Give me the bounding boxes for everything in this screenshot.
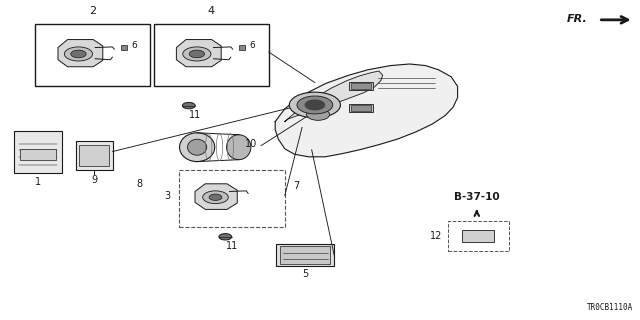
Text: FR.: FR. <box>567 14 588 24</box>
Bar <box>349 104 373 112</box>
Circle shape <box>182 102 195 109</box>
Bar <box>280 246 330 264</box>
Circle shape <box>289 92 340 118</box>
Bar <box>351 105 371 111</box>
Circle shape <box>307 109 330 120</box>
Text: 10: 10 <box>245 139 258 149</box>
Ellipse shape <box>227 135 251 160</box>
Polygon shape <box>177 40 221 67</box>
Polygon shape <box>58 40 103 67</box>
Polygon shape <box>285 71 383 122</box>
Bar <box>179 170 285 227</box>
Text: 6: 6 <box>250 41 255 50</box>
Bar <box>349 82 373 90</box>
Text: TR0CB1110A: TR0CB1110A <box>588 303 634 312</box>
Text: B-37-10: B-37-10 <box>454 192 500 202</box>
Circle shape <box>183 47 211 61</box>
Text: 9: 9 <box>91 175 97 185</box>
Text: 6: 6 <box>131 41 137 50</box>
Text: 4: 4 <box>207 6 215 16</box>
Text: 11: 11 <box>189 109 202 120</box>
Bar <box>14 131 62 173</box>
Bar <box>448 221 509 251</box>
Circle shape <box>71 50 86 58</box>
Text: 11: 11 <box>225 241 238 252</box>
Bar <box>154 24 269 86</box>
Polygon shape <box>195 184 237 209</box>
Ellipse shape <box>179 133 215 162</box>
Text: 2: 2 <box>89 6 97 16</box>
Circle shape <box>297 96 333 114</box>
Circle shape <box>65 47 93 61</box>
Bar <box>276 244 334 266</box>
Circle shape <box>219 234 232 240</box>
Bar <box>76 141 113 170</box>
Text: 7: 7 <box>293 181 300 191</box>
Bar <box>79 145 109 166</box>
Bar <box>351 83 371 89</box>
Text: 5: 5 <box>302 268 308 279</box>
Bar <box>20 149 56 160</box>
Circle shape <box>189 50 205 58</box>
Polygon shape <box>120 45 127 50</box>
Text: 1: 1 <box>35 177 41 188</box>
Text: 12: 12 <box>430 231 443 241</box>
Circle shape <box>305 100 324 110</box>
Circle shape <box>203 191 228 204</box>
Text: 3: 3 <box>164 190 171 201</box>
Polygon shape <box>275 64 458 157</box>
Ellipse shape <box>188 139 207 155</box>
Text: 8: 8 <box>136 179 143 189</box>
Polygon shape <box>239 45 245 50</box>
Bar <box>462 230 494 242</box>
Bar <box>35 24 150 86</box>
Circle shape <box>209 194 222 200</box>
